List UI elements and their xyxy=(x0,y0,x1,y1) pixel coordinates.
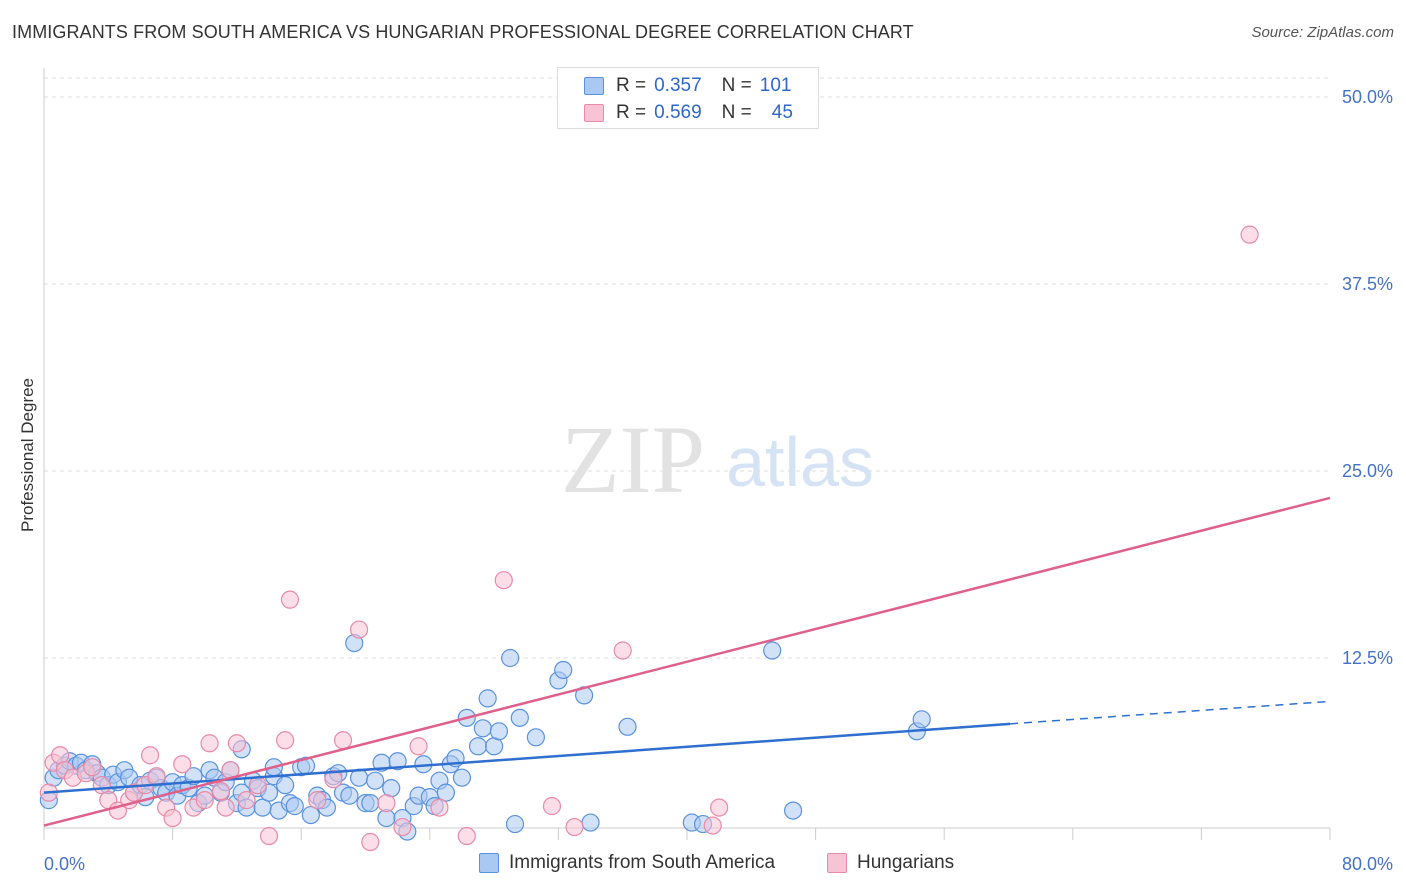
data-point-immigrants xyxy=(489,722,509,741)
data-point-immigrants xyxy=(554,660,573,680)
data-point-hungarians xyxy=(276,731,295,750)
y-tick-label: 37.5% xyxy=(1342,274,1393,294)
data-point-hungarians xyxy=(140,746,160,765)
data-point-immigrants xyxy=(366,771,385,790)
data-point-immigrants xyxy=(276,776,295,795)
data-point-hungarians xyxy=(494,571,513,590)
data-point-immigrants xyxy=(340,786,359,805)
chart-title: IMMIGRANTS FROM SOUTH AMERICA VS HUNGARI… xyxy=(12,22,914,42)
watermark-zip: ZIP xyxy=(561,406,705,513)
series-hungarians-points xyxy=(39,225,1259,852)
data-point-hungarians xyxy=(83,758,102,777)
data-point-immigrants xyxy=(184,767,203,786)
legend-swatch-blue xyxy=(479,853,499,873)
data-point-immigrants xyxy=(473,719,492,738)
tick-labels: 12.5% 25.0% 37.5% 50.0% 0.0% 80.0% xyxy=(44,87,1393,874)
legend-r-label: R = xyxy=(616,102,647,123)
data-point-hungarians xyxy=(703,816,722,835)
data-point-immigrants xyxy=(505,814,525,834)
legend-r-value: 0.569 xyxy=(654,102,702,123)
data-point-hungarians xyxy=(710,798,729,817)
data-point-hungarians xyxy=(565,817,584,837)
legend-swatch-pink xyxy=(827,853,847,873)
data-point-hungarians xyxy=(430,798,449,817)
data-point-hungarians xyxy=(377,794,396,813)
data-point-hungarians xyxy=(409,737,428,756)
legend-n-label: N = xyxy=(721,75,752,96)
trend-lines xyxy=(43,496,1331,827)
watermark: ZIP atlas xyxy=(561,406,874,513)
data-point-hungarians xyxy=(361,832,380,852)
data-point-immigrants xyxy=(763,641,782,660)
legend-item-immigrants[interactable]: Immigrants from South America xyxy=(479,852,775,874)
data-point-hungarians xyxy=(211,782,230,801)
legend-swatch-pink xyxy=(584,104,604,122)
data-point-immigrants xyxy=(501,648,520,668)
legend-row-immigrants: R = 0.357 N = 101 xyxy=(584,73,791,99)
data-point-immigrants xyxy=(301,805,320,825)
grid-lines xyxy=(44,77,1330,659)
data-point-hungarians xyxy=(200,734,219,753)
data-point-hungarians xyxy=(195,791,214,810)
y-tick-label: 25.0% xyxy=(1342,461,1393,481)
x-tick-label: 80.0% xyxy=(1342,854,1393,874)
data-point-hungarians xyxy=(227,734,246,753)
data-point-hungarians xyxy=(542,797,562,816)
data-point-hungarians xyxy=(147,767,166,786)
legend-n-value: 45 xyxy=(771,102,793,123)
legend-r-value: 0.357 xyxy=(654,75,702,96)
data-point-immigrants xyxy=(388,752,407,771)
data-point-immigrants xyxy=(526,728,545,747)
data-point-hungarians xyxy=(457,826,476,846)
data-point-immigrants xyxy=(436,783,455,802)
data-point-hungarians xyxy=(216,798,235,817)
data-point-immigrants xyxy=(361,794,380,813)
legend-n-value: 101 xyxy=(759,75,792,96)
data-point-immigrants xyxy=(285,797,304,816)
data-point-hungarians xyxy=(173,755,192,774)
legend-n-label: N = xyxy=(721,102,752,123)
data-point-hungarians xyxy=(163,808,182,828)
legend-label: Hungarians xyxy=(857,852,955,873)
data-point-hungarians xyxy=(237,791,256,810)
data-point-hungarians xyxy=(393,817,412,837)
data-point-immigrants xyxy=(478,689,497,708)
data-point-immigrants xyxy=(452,768,472,787)
y-tick-label: 12.5% xyxy=(1342,648,1393,668)
data-point-hungarians xyxy=(349,620,369,639)
x-tick-label: 0.0% xyxy=(44,854,85,874)
data-point-hungarians xyxy=(259,826,279,846)
data-point-hungarians xyxy=(248,776,267,795)
source-label: Source: ZipAtlas.com xyxy=(1251,24,1394,41)
data-point-hungarians xyxy=(324,770,343,789)
y-tick-label: 50.0% xyxy=(1342,87,1393,107)
data-point-hungarians xyxy=(333,731,353,750)
data-point-hungarians xyxy=(308,791,327,810)
series-legend: Immigrants from South America Hungarians xyxy=(0,850,1406,878)
trend-line-immigrants xyxy=(43,722,1011,794)
data-point-hungarians xyxy=(613,641,632,660)
data-point-immigrants xyxy=(912,710,931,729)
legend-item-hungarians[interactable]: Hungarians xyxy=(827,852,954,874)
data-point-immigrants xyxy=(510,708,529,727)
correlation-legend: R = 0.357 N = 101 R = 0.569 N = 45 xyxy=(557,67,819,129)
data-point-immigrants xyxy=(783,801,803,820)
legend-label: Immigrants from South America xyxy=(509,852,776,873)
data-point-hungarians xyxy=(280,590,300,609)
legend-r-label: R = xyxy=(616,75,647,96)
data-point-immigrants xyxy=(618,717,637,736)
legend-row-hungarians: R = 0.569 N = 45 xyxy=(584,100,793,126)
legend-swatch-blue xyxy=(584,77,604,95)
trend-line-hungarians xyxy=(43,496,1331,827)
watermark-atlas: atlas xyxy=(726,423,874,501)
data-point-immigrants xyxy=(581,813,600,832)
trend-line-immigrants-extension xyxy=(1010,700,1331,725)
data-point-immigrants xyxy=(468,737,488,756)
data-point-hungarians xyxy=(1240,225,1259,244)
